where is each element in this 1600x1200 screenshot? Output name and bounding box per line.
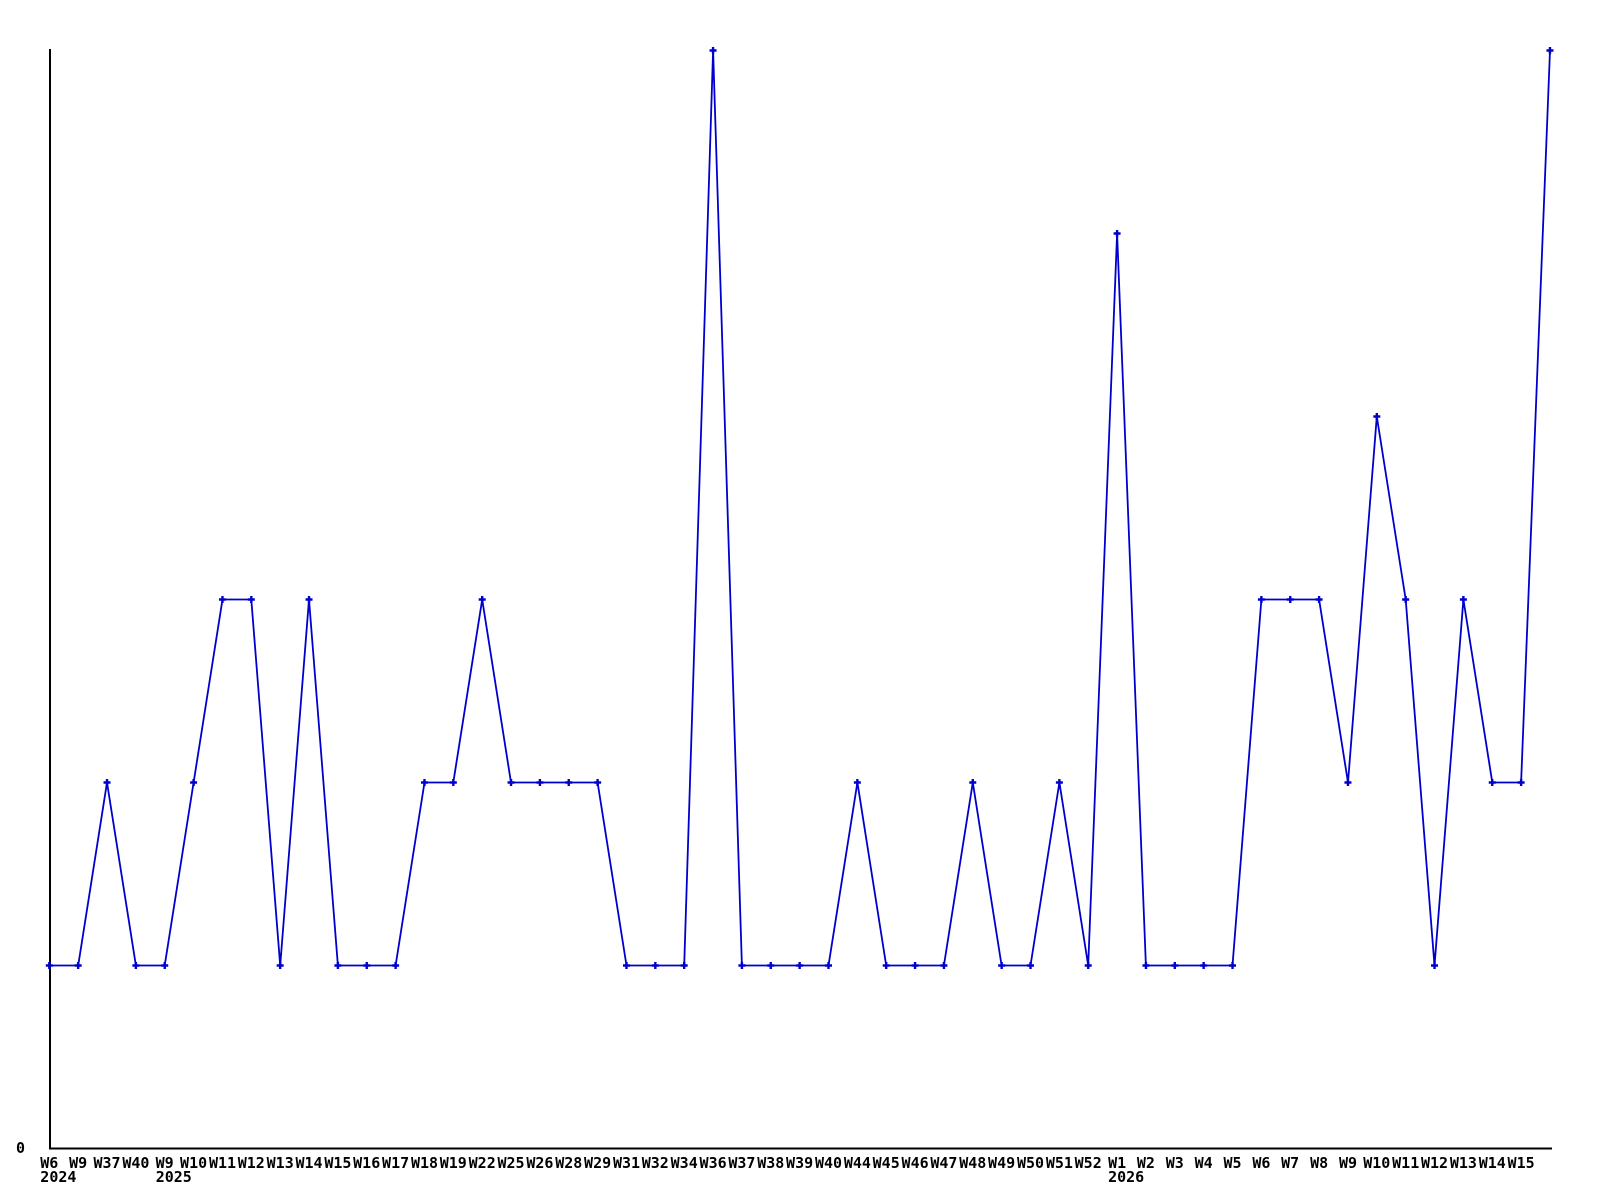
x-tick-label: W39 <box>786 1154 814 1172</box>
x-tick-label: W9 <box>1338 1154 1358 1172</box>
x-tick-label: W28 <box>555 1154 583 1172</box>
x-tick-label: W1 <box>1108 1154 1127 1172</box>
x-tick-label: W2 <box>1136 1154 1155 1172</box>
x-tick-label: W44 <box>843 1154 871 1172</box>
x-tick-label: W11 <box>208 1154 237 1172</box>
x-tick-label: W36 <box>699 1154 727 1172</box>
x-tick-label: W6 <box>40 1154 59 1172</box>
x-tick-label: W47 <box>930 1154 958 1172</box>
x-tick-label: W40 <box>814 1154 843 1172</box>
x-tick-label: W45 <box>872 1154 900 1172</box>
x-tick-label: W31 <box>612 1154 641 1172</box>
x-tick-label: W11 <box>1392 1154 1420 1172</box>
x-year-label: 2026 <box>1108 1168 1145 1186</box>
x-tick-label: W49 <box>988 1154 1016 1172</box>
data-point-markers <box>45 47 1554 969</box>
x-tick-label: W34 <box>670 1154 698 1172</box>
x-tick-label: W29 <box>584 1154 612 1172</box>
x-tick-label: W10 <box>1363 1154 1391 1172</box>
x-tick-label: W19 <box>439 1154 467 1172</box>
x-year-label: 2024 <box>40 1168 77 1186</box>
x-tick-label: W13 <box>266 1154 294 1172</box>
x-tick-label: W38 <box>757 1154 785 1172</box>
axes <box>49 49 1552 1150</box>
x-tick-label: W14 <box>295 1154 323 1172</box>
x-tick-label: W46 <box>901 1154 929 1172</box>
x-tick-label: W4 <box>1194 1154 1213 1172</box>
x-tick-label: W10 <box>180 1154 208 1172</box>
x-tick-label: W48 <box>959 1154 987 1172</box>
x-tick-label: W16 <box>353 1154 381 1172</box>
x-tick-label: W22 <box>468 1154 496 1172</box>
x-tick-label: W26 <box>526 1154 554 1172</box>
x-tick-label: W14 <box>1478 1154 1506 1172</box>
x-tick-label: W9 <box>155 1154 174 1172</box>
x-tick-label: W15 <box>1507 1154 1535 1172</box>
x-tick-label: W50 <box>1016 1154 1045 1172</box>
x-tick-label: W18 <box>410 1154 439 1172</box>
x-tick-label: W40 <box>122 1154 150 1172</box>
x-tick-label: W7 <box>1281 1154 1300 1172</box>
x-tick-label: W5 <box>1223 1154 1242 1172</box>
x-tick-label: W6 <box>1252 1154 1271 1172</box>
x-year-label: 2025 <box>155 1168 192 1186</box>
x-tick-label: W12 <box>237 1154 265 1172</box>
x-tick-label: W3 <box>1165 1154 1184 1172</box>
x-tick-label: W13 <box>1449 1154 1477 1172</box>
x-tick-label: W15 <box>324 1154 352 1172</box>
x-tick-label: W32 <box>641 1154 669 1172</box>
x-tick-label: W17 <box>382 1154 410 1172</box>
x-tick-label: W51 <box>1045 1154 1073 1172</box>
x-tick-label: W25 <box>497 1154 525 1172</box>
x-tick-label: W12 <box>1420 1154 1449 1172</box>
x-tick-label: W37 <box>93 1154 121 1172</box>
y-axis-zero-label: 0 <box>16 1139 26 1157</box>
x-tick-label: W9 <box>69 1154 88 1172</box>
x-tick-label: W52 <box>1074 1154 1102 1172</box>
x-tick-label: W37 <box>728 1154 756 1172</box>
data-series-line <box>49 50 1551 967</box>
x-tick-label: W8 <box>1310 1154 1329 1172</box>
